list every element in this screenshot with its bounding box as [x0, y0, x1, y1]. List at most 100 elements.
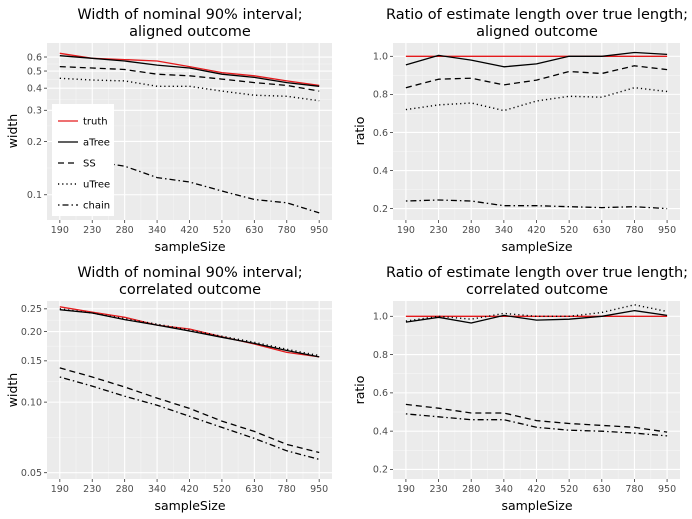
x-tick-label: 230	[83, 484, 101, 495]
x-tick-label: 280	[462, 225, 480, 236]
y-axis-label: ratio	[352, 117, 367, 146]
x-axis-label: sampleSize	[154, 239, 225, 254]
x-tick-label: 340	[495, 225, 513, 236]
series-line-SS	[59, 65, 320, 92]
series-line-aTree	[405, 51, 668, 68]
series-line-chain	[59, 155, 320, 214]
x-tick-label: 280	[462, 484, 480, 495]
y-tick-label: 0.8	[373, 350, 388, 361]
x-tick-label: 950	[658, 484, 676, 495]
panel-4: 0.2 0.4 0.6 0.8 1.0 190 230 280 340 420 520 630 780 9…	[352, 265, 688, 513]
chart-title-line: correlated outcome	[119, 282, 261, 298]
series-line-aTree	[59, 309, 320, 358]
x-tick-label: 230	[429, 484, 447, 495]
panel-2: 0.2 0.4 0.6 0.8 1.0 190 230 280 340 420 520 630 780 9…	[352, 7, 688, 254]
x-tick-label: 420	[180, 484, 198, 495]
x-tick-label: 780	[625, 225, 643, 236]
series-line-uTree	[59, 308, 320, 357]
x-tick-label: 780	[278, 484, 296, 495]
y-tick-label: 0.20	[21, 327, 42, 338]
x-tick-label: 190	[51, 484, 69, 495]
y-tick-label: 0.6	[373, 388, 388, 399]
legend-box	[52, 104, 114, 216]
x-tick-label: 340	[148, 225, 166, 236]
x-tick-label: 230	[83, 225, 101, 236]
x-axis-label: sampleSize	[154, 498, 225, 513]
y-axis-label: width	[5, 114, 20, 148]
series-line-SS	[59, 367, 320, 454]
x-tick-label: 340	[495, 484, 513, 495]
x-tick-label: 520	[213, 225, 231, 236]
y-tick-label: 1.0	[373, 312, 388, 323]
y-tick-label: 0.4	[373, 426, 388, 437]
x-tick-label: 780	[278, 225, 296, 236]
series-line-aTree	[59, 55, 320, 87]
x-tick-label: 280	[116, 484, 134, 495]
x-tick-label: 520	[560, 225, 578, 236]
y-tick-label: 0.3	[27, 106, 42, 117]
y-axis-label: ratio	[352, 376, 367, 405]
legend-label-chain: chain	[83, 201, 110, 212]
y-tick-label: 0.6	[27, 52, 42, 63]
y-tick-label: 0.2	[27, 137, 42, 148]
x-tick-label: 420	[180, 225, 198, 236]
x-tick-label: 950	[658, 225, 676, 236]
panel-1: 0.1 0.2 0.3 0.4 0.5 0.6 190 230 280 340 420 520 630 7…	[5, 7, 332, 254]
series-line-uTree	[59, 77, 320, 102]
chart-title-line: Width of nominal 90% interval;	[77, 265, 302, 281]
y-tick-label: 0.4	[373, 166, 388, 177]
y-tick-label: 0.05	[21, 468, 42, 479]
chart-title-line: Width of nominal 90% interval;	[77, 7, 302, 23]
y-tick-label: 0.2	[373, 204, 388, 215]
y-axis-label: width	[5, 373, 20, 407]
y-tick-label: 0.8	[373, 90, 388, 101]
x-tick-label: 630	[245, 484, 263, 495]
legend-label-SS: SS	[83, 159, 96, 170]
series-line-chain	[405, 199, 668, 210]
x-tick-label: 190	[397, 484, 415, 495]
legend-label-truth: truth	[83, 117, 108, 128]
x-tick-label: 630	[245, 225, 263, 236]
x-tick-label: 420	[527, 484, 545, 495]
x-tick-label: 520	[213, 484, 231, 495]
x-tick-label: 190	[51, 225, 69, 236]
x-tick-label: 190	[397, 225, 415, 236]
chart-title-line: Ratio of estimate length over true lengt…	[386, 7, 688, 23]
series-line-chain	[59, 376, 320, 461]
chart-title-line: correlated outcome	[466, 282, 608, 298]
x-tick-label: 340	[148, 484, 166, 495]
y-tick-label: 0.10	[21, 397, 42, 408]
x-tick-label: 230	[429, 225, 447, 236]
panel-3: 0.05 0.10 0.15 0.20 0.25 190 230 280 340 420 520 63…	[5, 265, 332, 513]
x-tick-label: 280	[116, 225, 134, 236]
x-tick-label: 630	[593, 484, 611, 495]
x-axis-label: sampleSize	[501, 239, 572, 254]
series-line-SS	[405, 403, 668, 433]
y-tick-label: 0.5	[27, 66, 42, 77]
chart-title-line: aligned outcome	[129, 24, 251, 40]
x-tick-label: 630	[593, 225, 611, 236]
x-tick-label: 520	[560, 484, 578, 495]
y-tick-label: 1.0	[373, 52, 388, 63]
y-tick-label: 0.15	[21, 356, 42, 367]
legend-label-uTree: uTree	[83, 180, 110, 191]
chart-title-line: Ratio of estimate length over true lengt…	[386, 265, 688, 281]
series-line-chain	[405, 413, 668, 437]
y-tick-label: 0.6	[373, 128, 388, 139]
series-line-uTree	[405, 304, 668, 322]
x-tick-label: 780	[625, 484, 643, 495]
legend: truth aTree SS uTree chain	[52, 104, 114, 216]
x-tick-label: 950	[310, 225, 328, 236]
series-line-truth	[59, 306, 320, 358]
x-tick-label: 950	[310, 484, 328, 495]
y-tick-label: 0.2	[373, 465, 388, 476]
series-line-aTree	[405, 309, 668, 324]
y-tick-label: 0.25	[21, 304, 42, 315]
legend-label-aTree: aTree	[83, 138, 110, 149]
y-tick-label: 0.1	[27, 190, 42, 201]
x-tick-label: 420	[527, 225, 545, 236]
chart-title-line: aligned outcome	[476, 24, 598, 40]
series-line-SS	[405, 65, 668, 89]
x-axis-label: sampleSize	[501, 498, 572, 513]
